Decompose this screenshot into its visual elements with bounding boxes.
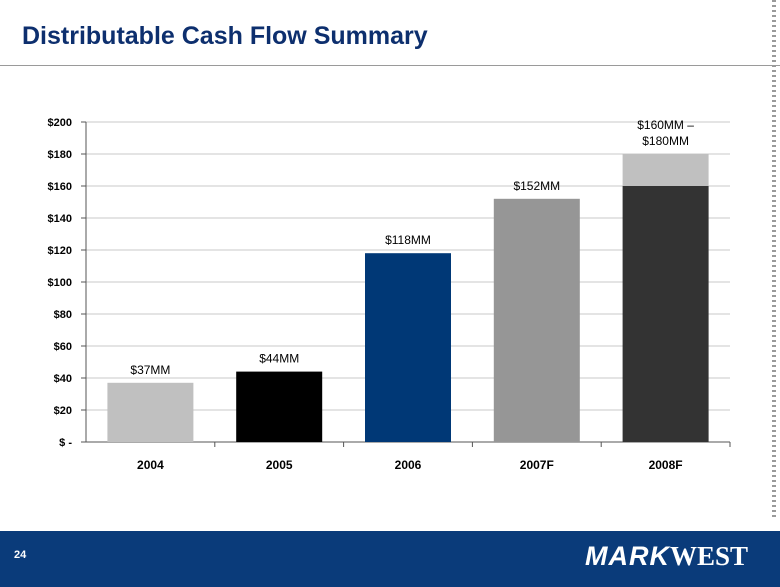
data-label: $37MM <box>130 363 170 377</box>
y-tick-label: $100 <box>48 277 72 289</box>
bar-2008f <box>622 186 709 442</box>
x-tick-label: 2005 <box>266 458 293 472</box>
bar-2005 <box>236 371 323 442</box>
y-tick-label: $160 <box>48 181 72 193</box>
bar-2006 <box>365 253 451 442</box>
y-tick-label: $ - <box>59 437 72 449</box>
y-tick-label: $80 <box>54 309 72 321</box>
right-edge-decoration <box>772 0 776 520</box>
bar-chart: $ - $20 $40 $60 $80 $100 $120 $140 $160 $180 $200 2… <box>48 117 731 472</box>
x-tick-label: 2006 <box>395 458 422 472</box>
y-tick-label: $180 <box>48 149 72 161</box>
bar-2007f <box>493 198 580 442</box>
x-tick-label: 2007F <box>520 458 554 472</box>
y-tick-label: $120 <box>48 245 72 257</box>
data-label: $160MM – <box>637 118 694 132</box>
x-tick-label: 2008F <box>649 458 683 472</box>
bar-2004 <box>107 382 194 442</box>
bar-2008f <box>622 154 709 186</box>
title-divider <box>0 65 780 66</box>
logo-west: WEST <box>669 541 748 571</box>
logo-mark: MARK <box>584 541 670 571</box>
y-tick-label: $20 <box>54 405 72 417</box>
y-tick-label: $140 <box>48 213 72 225</box>
page-number: 24 <box>14 549 27 561</box>
data-label: $180MM <box>642 134 689 148</box>
slide-title: Distributable Cash Flow Summary <box>22 22 428 50</box>
data-label: $118MM <box>385 233 431 247</box>
x-tick-label: 2004 <box>137 458 164 472</box>
y-tick-label: $200 <box>48 117 72 129</box>
y-tick-label: $40 <box>54 373 72 385</box>
footer-bar: 24 MARKWEST <box>0 531 780 587</box>
data-label: $152MM <box>513 179 560 193</box>
data-label: $44MM <box>259 352 299 366</box>
markwest-logo: MARKWEST <box>585 541 748 572</box>
y-tick-label: $60 <box>54 341 72 353</box>
